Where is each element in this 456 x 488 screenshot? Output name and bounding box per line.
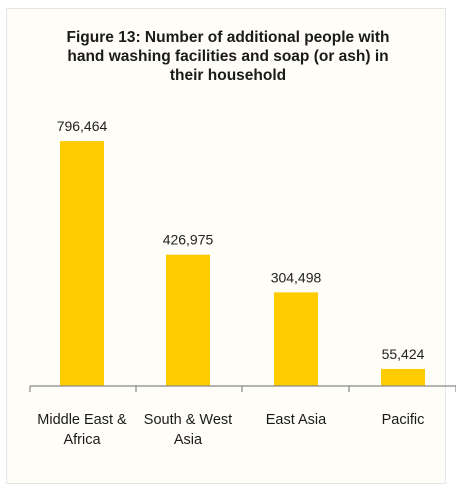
data-label: 55,424 xyxy=(382,346,425,362)
bar xyxy=(60,141,104,386)
category-labels-layer: Middle East & Africa South & West Asia East … xyxy=(37,412,424,448)
category-label: Pacific xyxy=(382,412,425,428)
category-label: East Asia xyxy=(266,412,327,428)
bar xyxy=(274,292,318,386)
data-label: 304,498 xyxy=(271,269,322,285)
x-axis-ticks xyxy=(29,386,456,392)
category-label-line: Asia xyxy=(174,432,203,448)
category-label: South & West Asia xyxy=(144,412,232,448)
data-label: 796,464 xyxy=(57,118,108,134)
bars-layer xyxy=(60,141,425,386)
category-label-line: Middle East & xyxy=(37,412,127,428)
value-labels-layer: 796,464 426,975 304,498 55,424 xyxy=(57,118,425,362)
category-label-line: Pacific xyxy=(382,412,425,428)
bar xyxy=(381,368,425,386)
category-label-line: East Asia xyxy=(266,412,327,428)
category-label-line: South & West xyxy=(144,412,232,428)
data-label: 426,975 xyxy=(163,232,214,248)
bar xyxy=(166,254,210,386)
category-label-line: Africa xyxy=(63,432,101,448)
category-label: Middle East & Africa xyxy=(37,412,127,448)
chart-title: Figure 13: Number of additional people w… xyxy=(66,29,390,84)
